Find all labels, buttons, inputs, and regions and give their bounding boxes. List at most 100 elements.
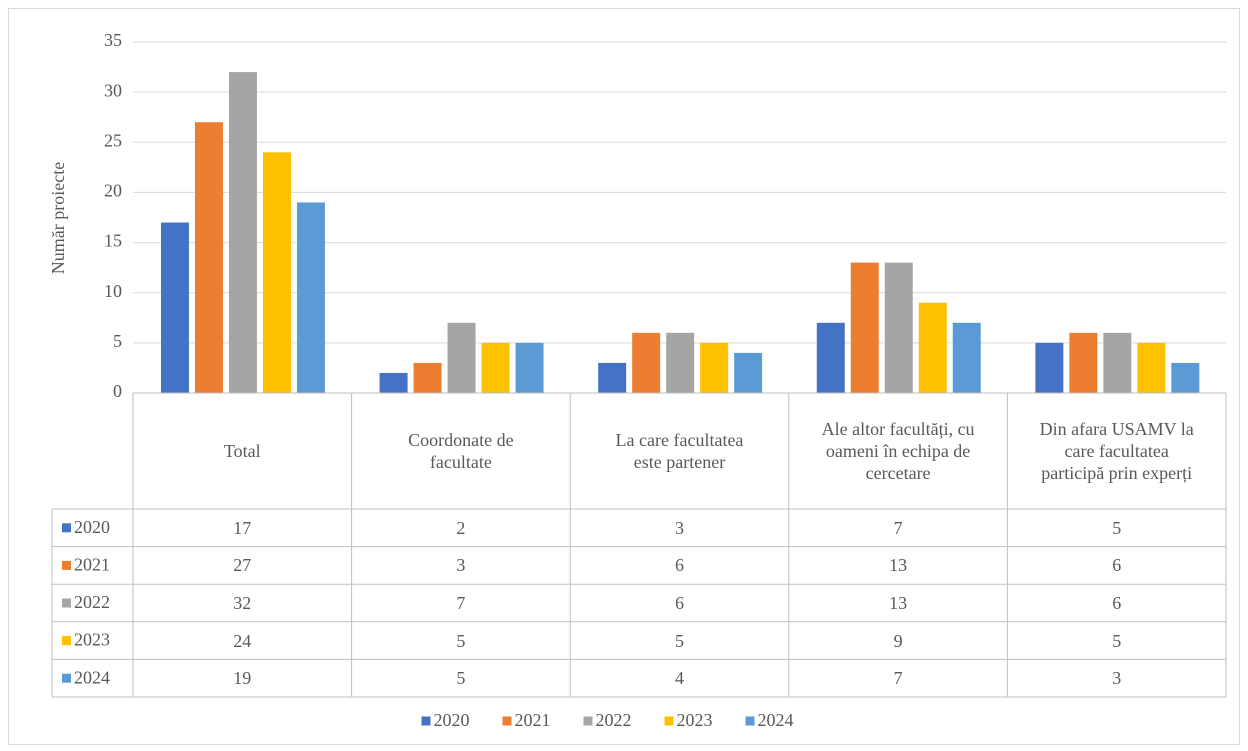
series-label: 2020 — [74, 517, 110, 537]
bar — [296, 202, 325, 393]
bar — [850, 262, 879, 393]
legend-key — [62, 523, 71, 533]
table-value: 13 — [789, 584, 1008, 622]
legend-key — [62, 673, 71, 683]
category-label-text: La care facultatea este partener — [615, 430, 744, 472]
category-label-text: Din afara USAMV la care facultatea parti… — [1039, 419, 1194, 483]
table-value-text: 6 — [1112, 592, 1122, 613]
legend-swatch — [664, 716, 674, 726]
legend-label: 2022 — [596, 710, 632, 730]
legend-key — [62, 598, 71, 608]
series-label: 2022 — [74, 592, 110, 612]
table-value-text: 5 — [1112, 630, 1122, 651]
series-label: 2023 — [74, 630, 110, 650]
y-tick-label: 15 — [104, 231, 122, 251]
table-value-text: 7 — [456, 592, 466, 613]
table-value: 6 — [570, 547, 789, 585]
y-axis-label: Număr proiecte — [48, 162, 68, 274]
bar — [816, 322, 845, 393]
bar — [700, 342, 729, 393]
y-tick-label: 35 — [104, 30, 122, 50]
table-value: 7 — [789, 659, 1008, 697]
legend-swatch — [745, 716, 755, 726]
legend-swatch — [421, 716, 431, 726]
table-value: 17 — [133, 509, 352, 547]
table-value-text: 3 — [674, 517, 684, 538]
table-value: 6 — [1007, 584, 1226, 622]
table-value: 5 — [352, 622, 571, 660]
table-value: 32 — [133, 584, 352, 622]
bar — [194, 122, 223, 393]
legend-label: 2023 — [677, 710, 713, 730]
y-tick-label: 25 — [104, 130, 122, 150]
bar — [262, 152, 291, 393]
table-value-text: 17 — [233, 517, 252, 538]
table-value-text: 24 — [233, 630, 252, 651]
table-value-text: 27 — [233, 555, 252, 576]
table-value: 5 — [1007, 509, 1226, 547]
table-value-text: 9 — [893, 630, 903, 651]
legend-key — [62, 636, 71, 646]
table-value: 3 — [570, 509, 789, 547]
table-value: 2 — [352, 509, 571, 547]
table-value: 9 — [789, 622, 1008, 660]
table-value-text: 7 — [893, 668, 903, 689]
category-label-text: Coordonate de facultate — [408, 430, 514, 472]
legend-swatch — [583, 716, 593, 726]
table-value-text: 6 — [674, 555, 684, 576]
legend-swatch — [502, 716, 512, 726]
bar — [160, 222, 189, 393]
y-tick-label: 10 — [104, 281, 122, 301]
bar — [228, 72, 257, 393]
bar — [632, 332, 661, 393]
bar — [379, 372, 408, 393]
bar — [413, 362, 442, 393]
series-label: 2021 — [74, 555, 110, 575]
table-value: 5 — [1007, 622, 1226, 660]
table-value: 5 — [352, 659, 571, 697]
table-value: 19 — [133, 659, 352, 697]
bar — [734, 352, 763, 393]
table-value-text: 3 — [456, 555, 466, 576]
table-value: 6 — [570, 584, 789, 622]
bar — [918, 302, 947, 393]
table-value-text: 5 — [1112, 517, 1122, 538]
table-value-text: 3 — [1112, 668, 1122, 689]
bar — [1103, 332, 1132, 393]
table-value: 7 — [352, 584, 571, 622]
table-value-text: 19 — [233, 668, 252, 689]
bar — [666, 332, 695, 393]
table-value-text: 6 — [674, 592, 684, 613]
table-value: 7 — [789, 509, 1008, 547]
table-value: 6 — [1007, 547, 1226, 585]
category-label: Total — [133, 393, 352, 509]
table-value-text: 4 — [674, 668, 684, 689]
series-label: 2024 — [74, 667, 110, 687]
table-value: 27 — [133, 547, 352, 585]
y-tick-label: 0 — [113, 381, 122, 401]
bar — [1035, 342, 1064, 393]
category-label: Coordonate de facultate — [352, 393, 571, 509]
table-value-text: 13 — [889, 555, 908, 576]
y-tick-label: 20 — [104, 181, 122, 201]
y-tick-label: 30 — [104, 80, 122, 100]
bar — [447, 322, 476, 393]
table-value-text: 7 — [893, 517, 903, 538]
table-value-text: 5 — [456, 630, 466, 651]
legend-label: 2021 — [515, 710, 551, 730]
table-value-text: 6 — [1112, 555, 1122, 576]
bar — [598, 362, 627, 393]
bar — [515, 342, 544, 393]
table-value: 3 — [352, 547, 571, 585]
bar — [1137, 342, 1166, 393]
bar — [952, 322, 981, 393]
category-label: La care facultatea este partener — [570, 393, 789, 509]
table-value: 13 — [789, 547, 1008, 585]
category-label-text: Total — [223, 441, 261, 461]
table-value-text: 5 — [456, 668, 466, 689]
table-value-text: 2 — [456, 517, 466, 538]
y-tick-label: 5 — [113, 331, 122, 351]
table-value: 5 — [570, 622, 789, 660]
category-label: Ale altor facultăți, cu oameni în echipa… — [789, 393, 1008, 509]
